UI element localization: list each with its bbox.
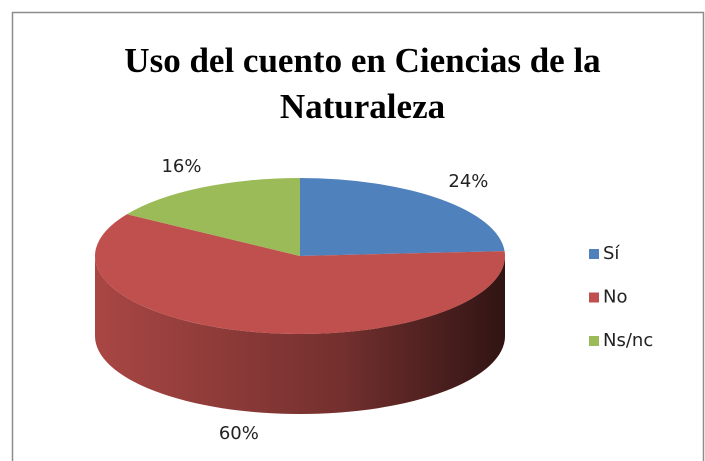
legend-swatch: [589, 249, 599, 259]
data-label: 16%: [161, 156, 201, 177]
side-shade: [95, 256, 505, 414]
frame: [11, 11, 705, 461]
data-label: 24%: [448, 171, 488, 192]
data-label: 60%: [219, 423, 259, 444]
legend-label: Ns/nc: [603, 330, 653, 351]
legend-swatch: [589, 292, 599, 303]
slice: [300, 178, 505, 256]
slice: [126, 178, 300, 256]
slice: [95, 214, 506, 334]
legend-label: Sí: [603, 243, 620, 264]
chart-title: Uso del cuento en Ciencias de la Natural…: [124, 41, 601, 126]
legend-swatch: [589, 336, 599, 346]
legend-label: No: [603, 287, 627, 308]
